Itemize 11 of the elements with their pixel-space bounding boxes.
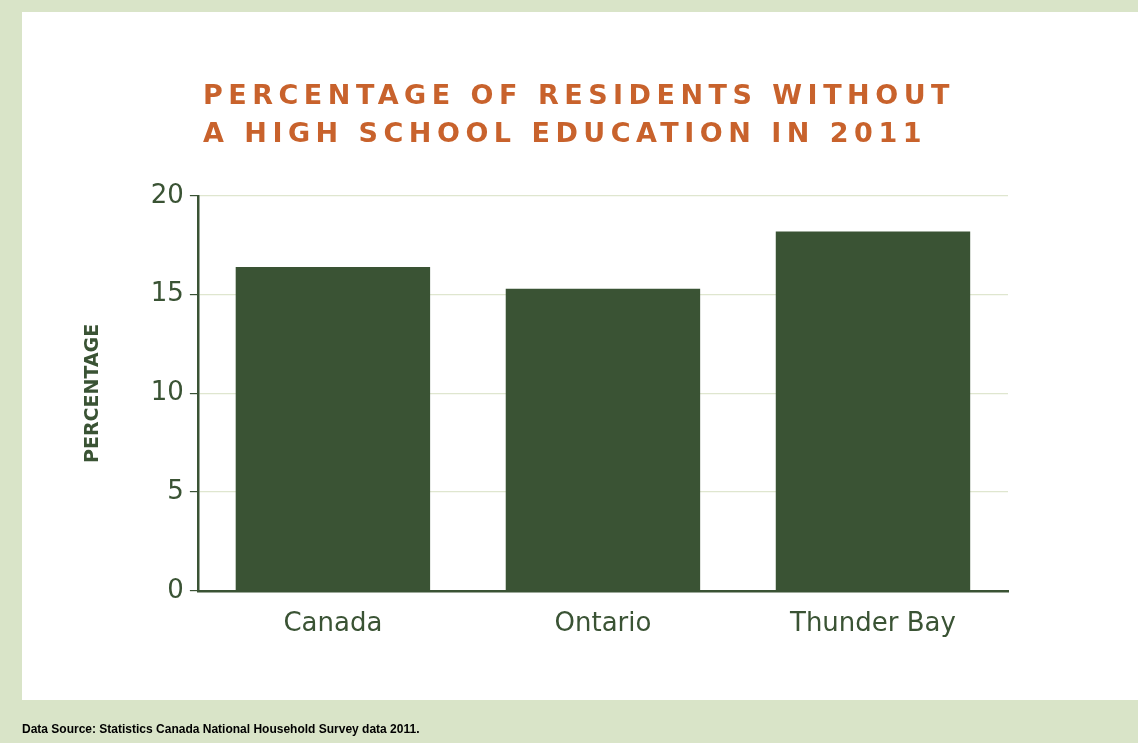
x-tick-label: Canada	[283, 607, 383, 638]
x-tick-label: Ontario	[554, 607, 652, 638]
y-tick-label: 10	[150, 376, 184, 407]
y-axis-title: PERCENTAGE	[80, 323, 103, 463]
y-tick-label: 0	[167, 573, 184, 604]
y-tick-label: 15	[150, 277, 184, 308]
y-tick-label: 20	[150, 178, 184, 209]
source-note: Data Source: Statistics Canada National Household Survey data 2011.	[22, 722, 420, 736]
x-tick-label: Thunder Bay	[789, 607, 956, 638]
chart-title: PERCENTAGE OF RESIDENTS WITHOUT A HIGH SCHOOL EDUCATION IN 2011	[203, 78, 956, 150]
y-tick-label: 5	[167, 474, 184, 505]
